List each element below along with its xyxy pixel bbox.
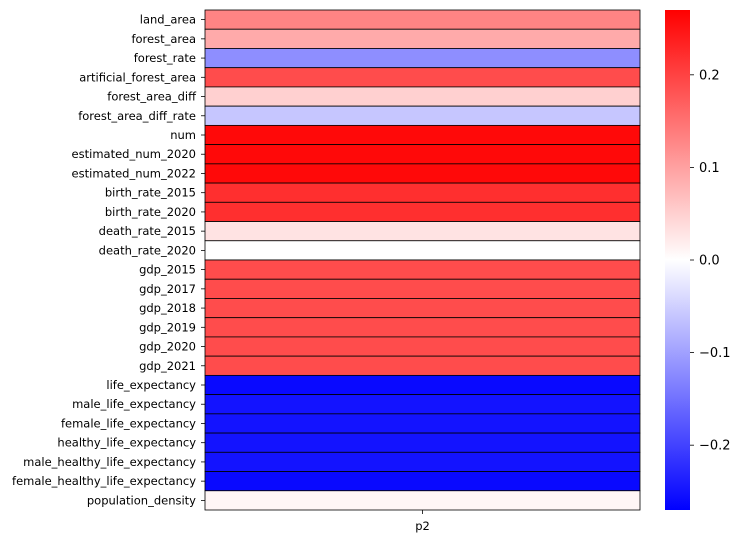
colorbar-tick-label: 0.1 — [699, 161, 720, 176]
row-label: birth_rate_2020 — [105, 205, 196, 219]
row-label: forest_area — [131, 32, 196, 46]
row-label: male_life_expectancy — [72, 397, 196, 411]
heatmap-cell — [204, 374, 641, 396]
colorbar-ticks: 0.2 0.1 0.0 −0.1 −0.2 — [690, 68, 731, 454]
heatmap-cell — [204, 278, 641, 299]
row-label: life_expectancy — [106, 378, 196, 392]
heatmap-cell — [204, 336, 641, 357]
row-label: gdp_2019 — [139, 320, 196, 334]
heatmap-cell — [204, 259, 641, 280]
heatmap-cell — [204, 355, 641, 376]
heatmap-cell — [204, 317, 641, 338]
row-label: death_rate_2015 — [99, 224, 196, 238]
heatmap-cell — [204, 490, 641, 511]
row-label: forest_rate — [134, 51, 196, 65]
heatmap-cell — [204, 413, 641, 434]
row-label: gdp_2021 — [139, 359, 196, 373]
heatmap-cell — [204, 144, 641, 165]
heatmap-cell — [204, 86, 641, 107]
colorbar-tick-label: −0.1 — [699, 346, 731, 361]
row-label: estimated_num_2020 — [72, 147, 196, 161]
heatmap-cell — [204, 298, 641, 319]
row-label: forest_area_diff_rate — [78, 109, 196, 123]
colorbar — [665, 10, 690, 510]
heatmap-cell — [204, 201, 641, 222]
row-label: gdp_2018 — [139, 301, 196, 315]
row-label: artificial_forest_area — [79, 70, 196, 84]
row-label: female_healthy_life_expectancy — [12, 474, 196, 488]
heatmap-cell — [204, 163, 641, 184]
row-label: death_rate_2020 — [99, 243, 196, 257]
heatmap-cell — [204, 451, 641, 472]
row-label: population_density — [87, 493, 196, 507]
heatmap-cell — [204, 9, 641, 30]
heatmap-cell — [204, 105, 641, 126]
heatmap-cells — [204, 9, 641, 511]
row-label: gdp_2020 — [139, 340, 196, 354]
row-tick-labels: land_area forest_area forest_rate artificia… — [12, 13, 205, 507]
row-label: healthy_life_expectancy — [57, 436, 196, 450]
heatmap-cell — [204, 182, 641, 203]
column-tick-labels: p2 — [415, 510, 430, 533]
heatmap-cell — [204, 394, 641, 415]
heatmap-cell — [204, 221, 641, 242]
heatmap-cell — [204, 28, 641, 49]
heatmap-cell — [204, 240, 641, 261]
row-label: birth_rate_2015 — [105, 186, 196, 200]
row-label: gdp_2015 — [139, 263, 196, 277]
row-label: gdp_2017 — [139, 282, 196, 296]
row-label: num — [170, 128, 196, 142]
colorbar-tick-label: 0.2 — [699, 68, 720, 83]
row-label: male_healthy_life_expectancy — [23, 455, 196, 469]
colorbar-tick-label: −0.2 — [699, 439, 731, 454]
heatmap-cell — [204, 471, 641, 492]
heatmap-cell — [204, 124, 641, 146]
heatmap-cell — [204, 67, 641, 88]
row-label: female_life_expectancy — [61, 416, 196, 430]
row-label: estimated_num_2022 — [72, 166, 196, 180]
heatmap-cell — [204, 48, 641, 69]
row-label: land_area — [140, 13, 196, 27]
colorbar-tick-label: 0.0 — [699, 254, 720, 269]
heatmap-cell — [204, 432, 641, 453]
column-label: p2 — [415, 519, 430, 533]
row-label: forest_area_diff — [107, 90, 197, 104]
